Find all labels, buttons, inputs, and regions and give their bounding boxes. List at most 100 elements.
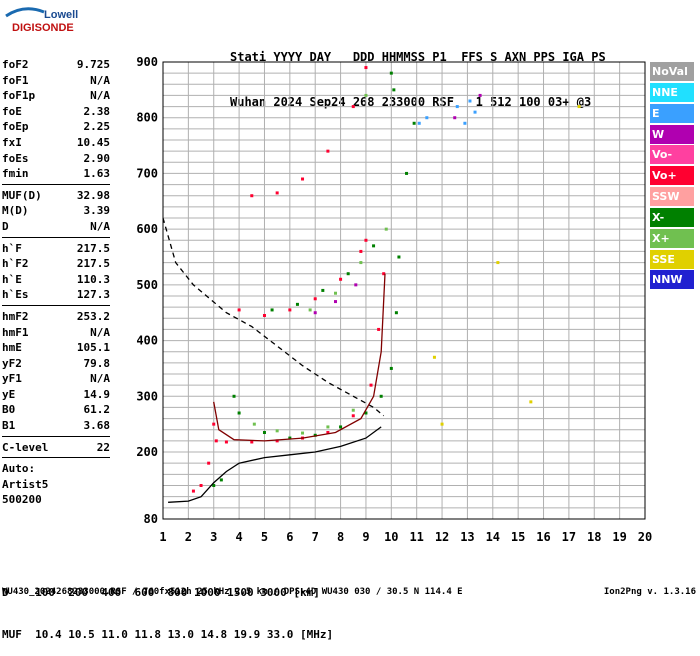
- param-row: foF1 N/A: [2, 73, 110, 89]
- param-row: MUF(D) 32.98: [2, 188, 110, 204]
- y-tick-label: 80: [144, 512, 158, 526]
- x-tick-label: 6: [286, 530, 293, 544]
- param-row: fmin 1.63: [2, 166, 110, 182]
- version-label: Ion2Png v. 1.3.16: [603, 587, 696, 597]
- echo-point: [308, 308, 312, 312]
- echo-point: [191, 489, 195, 493]
- param-value: 3.68: [83, 419, 111, 433]
- param-row: yF2 79.8: [2, 356, 110, 372]
- param-name: foE: [2, 104, 22, 118]
- param-value: 61.2: [83, 403, 111, 417]
- param-row: M(D) 3.39: [2, 203, 110, 219]
- legend-item-x: X-: [650, 207, 694, 227]
- param-name: yF1: [2, 372, 22, 386]
- param-row: B0 61.2: [2, 402, 110, 418]
- echo-point: [529, 400, 533, 404]
- param-value: 32.98: [76, 188, 110, 202]
- legend-item-vo: Vo+: [650, 166, 694, 186]
- echo-point: [405, 171, 409, 175]
- echo-point: [577, 105, 581, 109]
- y-tick-label: 400: [136, 334, 158, 348]
- param-value: 3.39: [83, 204, 111, 218]
- echo-point: [463, 121, 467, 125]
- param-row: foEs 2.90: [2, 151, 110, 167]
- echo-point: [270, 308, 274, 312]
- legend-item-nne: NNE: [650, 82, 694, 102]
- param-value: 1.63: [83, 167, 111, 181]
- legend-item-sse: SSE: [650, 249, 694, 269]
- echo-point: [275, 429, 279, 433]
- logo-swoosh-icon: Lowell DIGISONDE: [5, 7, 78, 34]
- x-tick-label: 20: [638, 530, 652, 544]
- param-row: h`Es 127.3: [2, 287, 110, 303]
- param-name: hmE: [2, 341, 22, 355]
- trace-curve: [168, 426, 382, 503]
- echo-point: [478, 93, 482, 97]
- param-name: Auto:: [2, 462, 36, 476]
- echo-point: [382, 272, 386, 276]
- param-row: foEp 2.25: [2, 119, 110, 135]
- param-value: N/A: [90, 372, 110, 386]
- echo-point: [453, 116, 457, 120]
- echo-point: [351, 105, 355, 109]
- param-name: Artist5: [2, 477, 49, 491]
- chart-grid: [162, 61, 646, 519]
- legend-item-ssw: SSW: [650, 187, 694, 207]
- echo-point: [288, 308, 292, 312]
- param-name: foF1: [2, 73, 29, 87]
- legend: NoVal NNE E W Vo- Vo+ SSW X- X+ SSE NNW: [650, 62, 694, 291]
- distance-row: D 100 200 400 600 800 1000 1500 3000 [km…: [2, 586, 320, 599]
- param-value: 110.3: [76, 272, 110, 286]
- echo-point: [364, 411, 368, 415]
- echo-point: [351, 408, 355, 412]
- echo-point: [496, 261, 500, 265]
- param-name: B0: [2, 403, 16, 417]
- param-value: 2.25: [83, 120, 111, 134]
- echo-point: [321, 288, 325, 292]
- param-name: fmin: [2, 167, 29, 181]
- param-row: foF1p N/A: [2, 88, 110, 104]
- param-name: fxI: [2, 135, 22, 149]
- legend-item-e: E: [650, 103, 694, 123]
- x-tick-label: 12: [435, 530, 449, 544]
- x-tick-label: 2: [185, 530, 192, 544]
- param-row: h`E 110.3: [2, 272, 110, 288]
- x-tick-label: 18: [587, 530, 601, 544]
- echo-point: [339, 277, 343, 281]
- x-tick-label: 17: [562, 530, 576, 544]
- scaled-parameters-panel: foF2 9.725 foF1 N/A foF1p N/A foE 2.38 foEp 2.25 f…: [2, 57, 110, 508]
- echo-point: [207, 461, 211, 465]
- echo-point: [359, 261, 363, 265]
- param-name: B1: [2, 419, 16, 433]
- echo-point: [232, 394, 236, 398]
- echo-point: [394, 311, 398, 315]
- param-row: Auto:: [2, 461, 110, 477]
- param-row: fxI 10.45: [2, 135, 110, 151]
- ionogram-chart: 1 2 3 4 5 6 7 8 9 10 11 12 13 14 15 16 17 18 19 20 80200300…: [136, 55, 652, 544]
- param-value: 217.5: [76, 241, 110, 255]
- param-row: foE 2.38: [2, 104, 110, 120]
- param-value: N/A: [90, 73, 110, 87]
- param-name: D: [2, 219, 9, 233]
- header-labels: Stati YYYY DAY DDD HHMMSS P1 FFS S AXN P…: [230, 50, 606, 64]
- param-value: 253.2: [76, 309, 110, 323]
- legend-item-nnw: NNW: [650, 270, 694, 290]
- param-name: foF2: [2, 58, 29, 71]
- y-tick-label: 700: [136, 166, 158, 180]
- echo-point: [432, 355, 436, 359]
- trace-curve: [162, 217, 385, 417]
- param-row: 500200: [2, 492, 110, 508]
- echo-point: [384, 227, 388, 231]
- echo-point: [468, 99, 472, 103]
- echo-point: [379, 394, 383, 398]
- param-value: 9.725: [76, 58, 110, 71]
- echo-point: [334, 300, 338, 304]
- echo-point: [212, 484, 216, 487]
- param-row: C-level 22: [2, 440, 110, 456]
- echo-point: [364, 238, 368, 242]
- echo-point: [301, 177, 305, 181]
- echo-point: [440, 422, 444, 426]
- echo-point: [412, 121, 416, 125]
- param-name: hmF2: [2, 309, 29, 323]
- echo-point: [351, 414, 355, 418]
